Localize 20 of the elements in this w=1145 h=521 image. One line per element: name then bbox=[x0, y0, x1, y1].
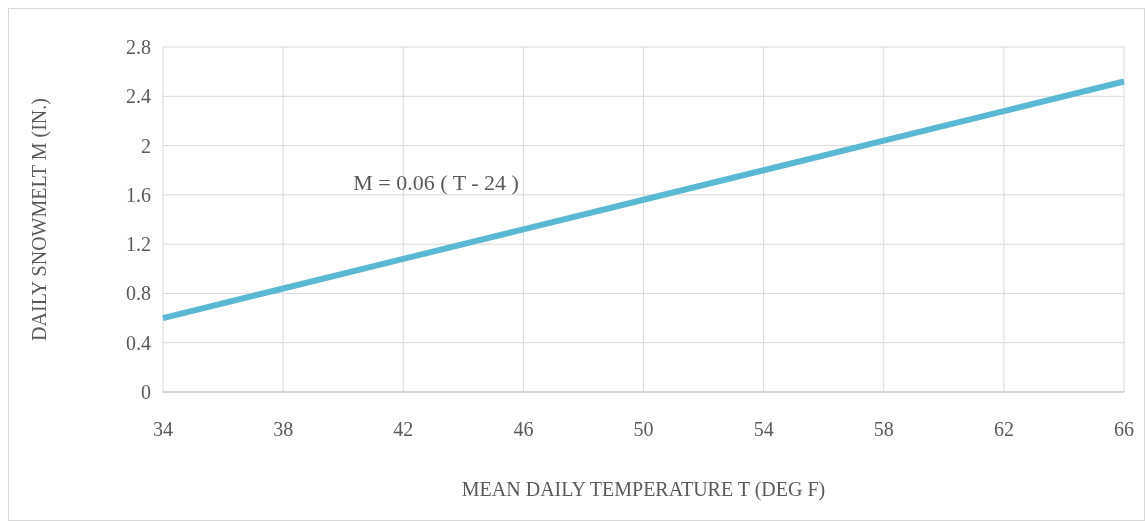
y-tick-label: 2.8 bbox=[126, 36, 151, 58]
x-axis-title: MEAN DAILY TEMPERATURE T (DEG F) bbox=[461, 478, 826, 501]
y-tick-label: 2 bbox=[141, 134, 151, 157]
x-tick-label: 42 bbox=[393, 418, 414, 440]
x-tick-label: 50 bbox=[633, 418, 654, 440]
y-tick-label: 1.6 bbox=[126, 183, 151, 206]
x-tick-label: 46 bbox=[513, 418, 534, 440]
x-tick-label: 58 bbox=[873, 418, 894, 440]
x-tick-label: 34 bbox=[153, 418, 173, 440]
y-tick-label: 0.4 bbox=[126, 331, 151, 354]
y-tick-label: 1.2 bbox=[126, 233, 151, 256]
x-tick-label: 62 bbox=[993, 418, 1014, 440]
y-tick-label: 2.4 bbox=[126, 85, 151, 108]
x-tick-label: 54 bbox=[753, 418, 774, 440]
y-tick-label: 0 bbox=[141, 381, 151, 403]
annotation: M = 0.06 ( T - 24 ) bbox=[353, 169, 519, 195]
y-axis-title: DAILY SNOWMELT M (IN.) bbox=[28, 98, 51, 341]
x-tick-label: 38 bbox=[273, 418, 294, 440]
x-tick-label: 66 bbox=[1114, 418, 1134, 440]
y-tick-label: 0.8 bbox=[126, 282, 151, 305]
